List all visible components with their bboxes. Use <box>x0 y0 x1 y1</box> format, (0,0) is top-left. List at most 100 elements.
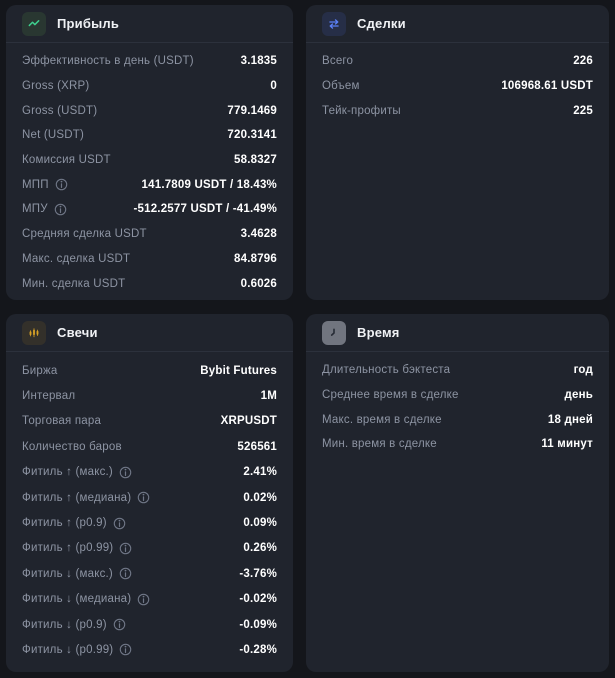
stat-value: 526561 <box>237 440 277 453</box>
stat-value: 1M <box>260 390 277 403</box>
stat-row-left: Gross (XRP) <box>22 80 89 92</box>
stat-value: 779.1469 <box>227 104 277 117</box>
stat-label: Фитиль ↓ (макс.) <box>22 567 113 580</box>
stat-label: Мин. время в сделке <box>322 438 437 451</box>
stat-label: Количество баров <box>22 440 122 453</box>
stat-row-left: Объем <box>322 80 360 92</box>
stat-label: МПП <box>22 178 49 191</box>
time-card-title: Время <box>357 325 400 340</box>
stat-row: Фитиль ↑ (медиана) 0.02% <box>22 485 277 510</box>
stat-value: -0.09% <box>239 618 277 631</box>
stat-value: 720.3141 <box>227 129 277 142</box>
stat-label: Фитиль ↑ (макс.) <box>22 466 113 479</box>
stat-value: 0.02% <box>243 491 277 504</box>
stat-label: Фитиль ↑ (p0.9) <box>22 517 107 530</box>
info-icon[interactable] <box>119 643 132 656</box>
stat-row: Макс. сделка USDT 84.8796 <box>22 247 277 272</box>
info-icon[interactable] <box>113 517 126 530</box>
info-icon[interactable] <box>119 542 132 555</box>
info-icon[interactable] <box>137 491 150 504</box>
stat-row: Всего 226 <box>322 49 593 74</box>
time-card-header: Время <box>306 314 609 352</box>
stat-row-left: Мин. время в сделке <box>322 438 437 450</box>
info-icon[interactable] <box>113 618 126 631</box>
stat-row: Gross (USDT) 779.1469 <box>22 98 277 123</box>
info-icon[interactable] <box>119 466 132 479</box>
stat-value: Bybit Futures <box>200 364 277 377</box>
time-card: Время Длительность бэктеста год Среднее вр… <box>306 314 609 672</box>
stat-value: XRPUSDT <box>220 415 277 428</box>
stat-label: Среднее время в сделке <box>322 389 459 402</box>
stat-row-left: Тейк-профиты <box>322 105 401 117</box>
stat-value: 18 дней <box>547 413 593 426</box>
stat-row: Net (USDT) 720.3141 <box>22 123 277 148</box>
stat-row: МПП 141.7809 USDT / 18.43% <box>22 172 277 197</box>
stat-value: 3.4628 <box>240 228 277 241</box>
stat-row: Количество баров 526561 <box>22 434 277 459</box>
stat-value: -512.2577 USDT / -41.49% <box>133 203 277 216</box>
stat-value: 226 <box>573 55 593 68</box>
stat-row-left: Net (USDT) <box>22 129 84 141</box>
stat-value: 0.6026 <box>240 277 277 290</box>
candles-card-header: Свечи <box>6 314 293 352</box>
stat-row-left: Биржа <box>22 365 57 377</box>
stat-row-left: Макс. время в сделке <box>322 414 442 426</box>
stat-value: 11 минут <box>541 438 593 451</box>
stat-row: Фитиль ↓ (медиана) -0.02% <box>22 587 277 612</box>
stat-row-left: Фитиль ↓ (медиана) <box>22 593 150 606</box>
stat-value: 225 <box>573 104 593 117</box>
stat-value: день <box>564 389 593 402</box>
stat-value: 0 <box>270 80 277 93</box>
stat-row: Мин. время в сделке 11 минут <box>322 432 593 457</box>
stat-value: 2.41% <box>243 466 277 479</box>
stat-row-left: Фитиль ↑ (p0.99) <box>22 542 132 555</box>
stat-value: 141.7809 USDT / 18.43% <box>141 178 277 191</box>
info-icon[interactable] <box>54 203 67 216</box>
stat-row-left: Фитиль ↓ (макс.) <box>22 567 132 580</box>
stat-row: Эффективность в день (USDT) 3.1835 <box>22 49 277 74</box>
stat-row: Фитиль ↓ (p0.99) -0.28% <box>22 637 277 662</box>
stat-label: МПУ <box>22 203 48 216</box>
stat-row: Фитиль ↓ (макс.) -3.76% <box>22 561 277 586</box>
stat-label: Комиссия USDT <box>22 154 111 167</box>
stat-label: Средняя сделка USDT <box>22 228 147 241</box>
stat-value: -0.28% <box>239 643 277 656</box>
stat-row-left: Всего <box>322 55 353 67</box>
stat-row: Тейк-профиты 225 <box>322 98 593 123</box>
stat-row-left: Gross (USDT) <box>22 105 97 117</box>
stat-label: Длительность бэктеста <box>322 364 451 377</box>
stat-row: Объем 106968.61 USDT <box>322 74 593 99</box>
stat-row: Интервал 1M <box>22 383 277 408</box>
stat-value: -0.02% <box>239 593 277 606</box>
stat-row-left: Торговая пара <box>22 415 101 427</box>
stat-label: Тейк-профиты <box>322 104 401 117</box>
stat-row-left: Количество баров <box>22 441 122 453</box>
stat-row: МПУ -512.2577 USDT / -41.49% <box>22 197 277 222</box>
stat-label: Интервал <box>22 390 76 403</box>
stat-row: Торговая пара XRPUSDT <box>22 409 277 434</box>
stat-row-left: Комиссия USDT <box>22 154 111 166</box>
stat-row-left: Макс. сделка USDT <box>22 253 130 265</box>
candles-card: Свечи Биржа Bybit Futures Интервал 1M Торгов… <box>6 314 293 672</box>
stat-row-left: Интервал <box>22 390 75 402</box>
stat-label: Фитиль ↓ (медиана) <box>22 593 132 606</box>
stat-row: Средняя сделка USDT 3.4628 <box>22 222 277 247</box>
stat-label: Торговая пара <box>22 415 102 428</box>
stat-row-left: МПП <box>22 178 68 191</box>
stat-row: Фитиль ↑ (p0.99) 0.26% <box>22 536 277 561</box>
trend-up-icon <box>22 11 46 36</box>
stat-row-left: Средняя сделка USDT <box>22 228 147 240</box>
stat-label: Фитиль ↑ (медиана) <box>22 491 132 504</box>
stat-row-left: Фитиль ↑ (p0.9) <box>22 517 126 530</box>
info-icon[interactable] <box>137 593 150 606</box>
stat-label: Всего <box>322 55 354 68</box>
stat-row: Мин. сделка USDT 0.6026 <box>22 271 277 296</box>
stat-value: 0.26% <box>243 542 277 555</box>
stat-row-left: Длительность бэктеста <box>322 364 450 376</box>
stat-row: Макс. время в сделке 18 дней <box>322 407 593 432</box>
stat-label: Биржа <box>22 364 58 377</box>
info-icon[interactable] <box>119 567 132 580</box>
stat-row: Фитиль ↓ (p0.9) -0.09% <box>22 612 277 637</box>
info-icon[interactable] <box>55 178 68 191</box>
profit-card-header: Прибыль <box>6 5 293 43</box>
